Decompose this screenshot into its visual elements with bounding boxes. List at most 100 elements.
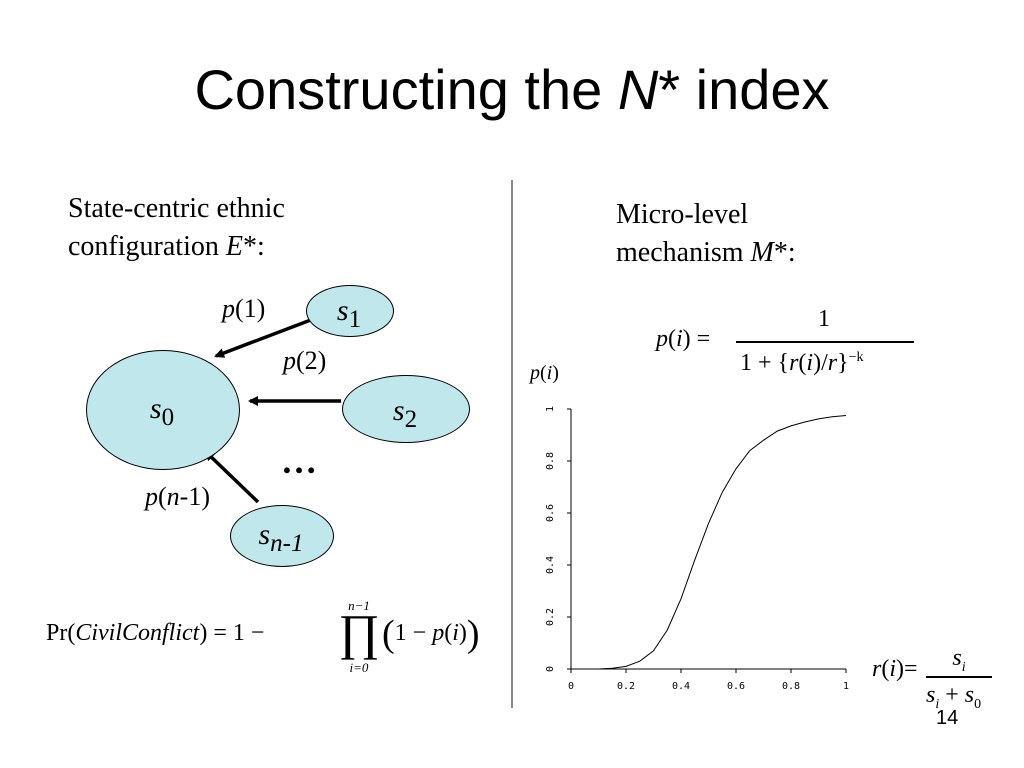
product-symbol: ∏ (338, 604, 380, 660)
rf-i: i (889, 656, 897, 682)
node-s0-label: s0 (132, 392, 192, 431)
node-sn1-var: s (258, 518, 271, 551)
rf-den-s1: s (926, 682, 936, 708)
node-s0-var: s (149, 392, 162, 425)
pf-den-exp: −k (848, 350, 864, 365)
product-lower: i=0 (349, 660, 369, 675)
y-tick-label: 0.6 (545, 504, 556, 522)
right-heading: Micro-level mechanism M*: (616, 196, 796, 272)
right-heading-var: M (750, 237, 774, 268)
edge-p1-fn: p (222, 294, 235, 323)
arrow-sn1-to-s0 (204, 450, 260, 504)
series-line (571, 415, 847, 670)
rf-eq: )= (896, 656, 918, 682)
rf-den-sub2: 0 (974, 696, 982, 712)
column-divider (511, 180, 513, 708)
slide-title: Constructing the N* index (0, 62, 1024, 118)
body-p: p (432, 620, 445, 646)
body-i: i (452, 620, 459, 646)
pf-den-rbar: r (827, 350, 838, 376)
node-s2-var: s (392, 394, 405, 427)
title-italic-n: N (617, 58, 659, 121)
body-open-paren: ( (382, 613, 395, 655)
edge-label-p2: p(2) (283, 346, 326, 376)
edge-label-p1: p(1) (222, 294, 265, 324)
left-heading-prefix: configuration (68, 231, 226, 262)
node-s2-label: s2 (372, 394, 438, 433)
y-tick-label: 0.4 (545, 556, 556, 574)
product-body: (1 − p(i)) (382, 612, 480, 656)
chart-ylabel-open: ( (540, 362, 547, 384)
y-tick-label: 1 (545, 406, 556, 412)
body-arg-close: ) (458, 620, 467, 646)
formula-civilconflict: CivilConflict (75, 620, 200, 646)
chart-ylabel: p(i) (530, 362, 559, 385)
x-tick-label: 0.2 (617, 681, 635, 692)
chart-ylabel-p: p (530, 362, 540, 384)
civil-conflict-formula: Pr(CivilConflict) = 1 − (46, 620, 264, 647)
title-suffix: * index (658, 58, 830, 121)
pf-den-close: } (837, 350, 849, 376)
node-s1 (306, 285, 394, 337)
right-heading-line2: mechanism M*: (616, 234, 796, 272)
edge-p2-fn: p (283, 346, 296, 375)
arrow-s1-to-s0 (214, 316, 317, 358)
pf-den-slash: )/ (813, 350, 828, 376)
r-formula-lhs: r(i)= (872, 656, 918, 683)
formula-eq-one-minus: ) = 1 − (199, 620, 265, 646)
edge-pn1-rest: -1) (179, 482, 210, 511)
left-heading-line1: State-centric ethnic (68, 193, 285, 224)
edge-p1-arg: (1) (235, 294, 266, 323)
rf-den-sub1: i (935, 696, 940, 712)
node-s0-sub: 0 (161, 404, 175, 431)
x-tick-label: 1 (843, 681, 849, 692)
node-s1-label: s1 (318, 294, 380, 333)
node-sn1-sub: n-1 (270, 530, 304, 557)
body-arg-open: ( (444, 620, 453, 646)
pf-den-i: i (806, 350, 814, 376)
rf-r: r (872, 656, 882, 682)
right-heading-prefix: mechanism (616, 237, 751, 268)
y-tick-label: 0 (545, 666, 556, 672)
edge-pn1-open: ( (158, 482, 167, 511)
r-formula-denominator: si + s0 (926, 682, 981, 713)
pf-eq: ) = (682, 326, 711, 352)
y-tick-label: 0.2 (545, 608, 556, 626)
node-s1-var: s (336, 294, 349, 327)
ellipsis: … (281, 441, 317, 481)
edge-label-pn1: p(n-1) (145, 482, 210, 512)
p-formula-fraction-bar (736, 341, 914, 343)
x-tick-label: 0.8 (782, 681, 800, 692)
edge-pn1-var: n (166, 482, 180, 511)
node-sn1 (230, 505, 334, 567)
left-heading-suffix: *: (242, 231, 265, 262)
edge-pn1-fn: p (145, 482, 158, 511)
page-number: 14 (936, 707, 959, 729)
rf-den-s2: s (964, 682, 975, 708)
node-s0 (86, 350, 240, 470)
title-prefix: Constructing the (194, 58, 618, 121)
p-formula-lhs: p(i) = (656, 326, 710, 353)
node-sn1-label: sn-1 (236, 518, 326, 557)
product-upper: n−1 (348, 598, 370, 613)
x-tick-label: 0.6 (727, 681, 745, 692)
edge-p2-arg: (2) (296, 346, 327, 375)
left-heading-line2: configuration E*: (68, 228, 285, 266)
right-heading-line1: Micro-level (616, 199, 749, 230)
x-tick-label: 0.4 (672, 681, 690, 692)
r-formula-fraction-bar (926, 676, 992, 678)
left-heading-var: E (225, 231, 243, 262)
pf-open: ( (668, 326, 676, 352)
x-tick-label: 0 (568, 681, 574, 692)
node-s2 (342, 375, 470, 443)
body-close-paren: ) (466, 613, 480, 655)
left-heading: State-centric ethnic configuration E*: (68, 190, 285, 266)
pf-p: p (656, 326, 668, 352)
rf-den-plus: + (939, 682, 965, 708)
p-formula-denominator: 1 + {r(i)/r}−k (740, 350, 864, 377)
body-one-minus: 1 − (394, 620, 433, 646)
r-formula-numerator: si (926, 645, 992, 676)
pf-den-prefix: 1 + { (740, 350, 790, 376)
node-s2-sub: 2 (404, 406, 418, 433)
